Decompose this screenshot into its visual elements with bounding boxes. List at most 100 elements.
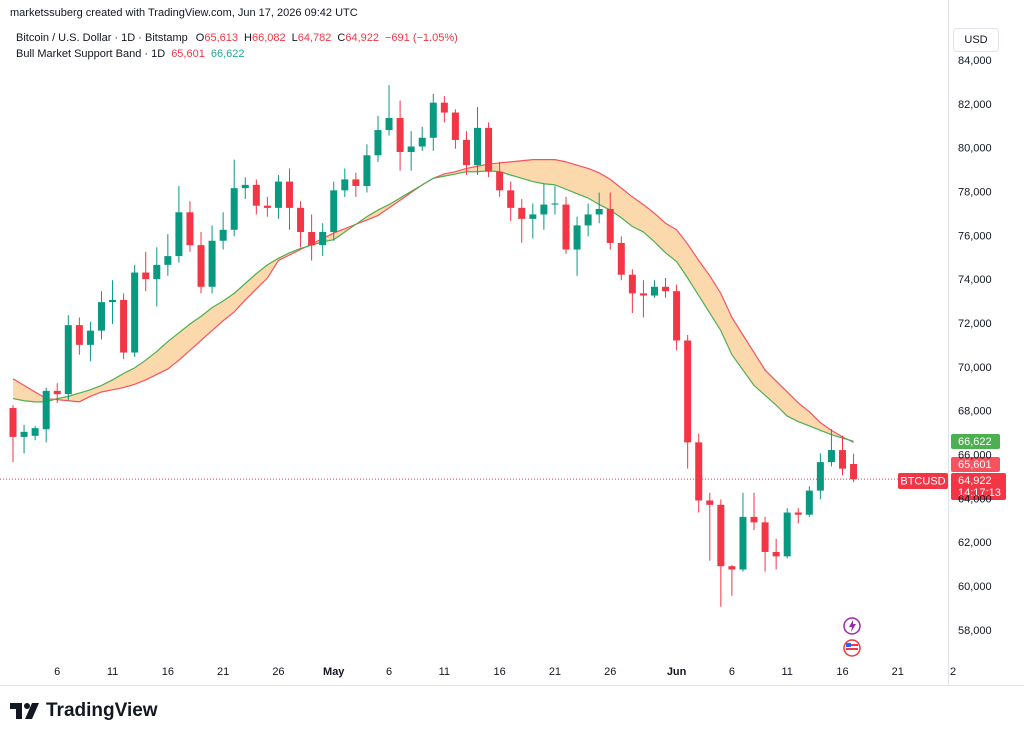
x-tick-label: 16 — [494, 666, 506, 678]
candle-body — [772, 551, 780, 557]
candle-body — [783, 512, 791, 557]
candle-body — [352, 179, 360, 186]
y-tick-label: 66,000 — [958, 449, 992, 461]
legend-main: Bitcoin / U.S. Dollar · 1D · Bitstamp O6… — [16, 32, 458, 44]
candle-body — [816, 462, 824, 491]
y-tick-label: 60,000 — [958, 581, 992, 593]
candle-body — [540, 204, 548, 215]
candle-body — [64, 325, 72, 395]
candle-body — [208, 240, 216, 287]
candle-body — [717, 504, 725, 567]
candle-body — [241, 184, 249, 189]
x-tick-label: 11 — [107, 666, 118, 678]
x-tick-label: 11 — [781, 666, 792, 678]
candle-body — [120, 299, 128, 353]
candle-body — [617, 242, 625, 275]
candle-body — [374, 130, 382, 156]
y-tick-label: 68,000 — [958, 406, 992, 418]
symbol: Bitcoin / U.S. Dollar · 1D · Bitstamp — [16, 32, 188, 44]
candle-body — [839, 450, 846, 469]
candle-body — [75, 325, 83, 345]
ticker: BTCUSD — [900, 475, 945, 487]
band-ema-value: 66,622 — [210, 48, 245, 60]
y-tick-label: 82,000 — [958, 99, 992, 111]
candle-body — [827, 450, 835, 463]
x-tick-label: 16 — [162, 666, 174, 678]
candle-body — [109, 299, 117, 303]
candle-body — [219, 229, 227, 241]
candle-body — [695, 442, 703, 501]
candle-body — [462, 139, 470, 166]
candle-body — [153, 264, 161, 280]
candle-body — [31, 428, 39, 436]
x-tick-label: 6 — [54, 666, 60, 678]
y-tick-label: 70,000 — [958, 362, 992, 374]
x-tick-label: 6 — [729, 666, 735, 678]
x-tick-label: May — [323, 666, 345, 678]
candle-body — [274, 181, 282, 208]
candle-body — [286, 181, 293, 208]
candle-body — [496, 171, 504, 191]
candle-body — [584, 214, 592, 226]
x-tick-label: 21 — [892, 666, 904, 678]
candle-body — [650, 286, 658, 296]
ohlc-key: O — [195, 32, 205, 44]
band-name: Bull Market Support Band · 1D — [16, 48, 166, 60]
ohlc-value: 64,782 — [297, 32, 332, 44]
candle-body — [639, 293, 647, 296]
x-tick-label: 21 — [217, 666, 229, 678]
band-label-box — [951, 434, 1000, 449]
candle-body — [850, 464, 858, 480]
x-tick-label: Jun — [667, 666, 687, 678]
candle-body — [341, 179, 349, 191]
ohlc-value: 65,613 — [204, 32, 238, 44]
candle-body — [485, 127, 493, 172]
header: marketssuberg created with TradingView.c… — [10, 7, 358, 19]
x-tick-label: 21 — [549, 666, 561, 678]
ohlc-key: L — [291, 32, 298, 44]
currency-button[interactable]: USD — [953, 28, 999, 52]
plot — [0, 85, 948, 607]
candle-body — [363, 155, 371, 186]
candle-body — [252, 184, 260, 206]
candle-body — [407, 146, 415, 152]
ohlc: O65,613 H66,082 L64,782 C64,922 −691 (−1.05%… — [188, 32, 458, 44]
ticker-box — [898, 473, 948, 489]
x-tick-label: 11 — [439, 666, 450, 678]
candle-body — [308, 231, 316, 246]
candle-body — [297, 207, 305, 232]
candle-body — [595, 208, 603, 215]
y-tick-label: 58,000 — [958, 625, 992, 637]
band-fill — [13, 159, 854, 443]
logo-text: TradingView — [46, 700, 158, 721]
candle-body — [131, 272, 139, 353]
ohlc-value: 66,082 — [251, 32, 286, 44]
candle-body — [440, 102, 448, 113]
candle-body — [186, 212, 194, 246]
candle-body — [739, 516, 747, 570]
candle-body — [385, 118, 393, 131]
x-tick-label: 26 — [604, 666, 616, 678]
candle-body — [662, 286, 670, 292]
ohlc-value: 64,922 — [345, 32, 379, 44]
countdown: 14:17:13 — [958, 487, 1001, 499]
candle-body — [20, 431, 28, 437]
candle-body — [230, 188, 238, 230]
candle-body — [451, 112, 459, 140]
candle-body — [750, 516, 758, 523]
x-tick-label: 16 — [836, 666, 848, 678]
candle-body — [42, 390, 50, 430]
event-icon — [843, 617, 861, 635]
y-tick-label: 72,000 — [958, 318, 992, 330]
ohlc-key: C — [337, 32, 346, 44]
y-tick-label: 64,000 — [958, 493, 992, 505]
y-tick-label: 84,000 — [958, 55, 992, 67]
y-tick-label: 80,000 — [958, 143, 992, 155]
band-line — [12, 159, 854, 443]
candle-body — [673, 291, 681, 341]
candle-body — [175, 212, 183, 257]
candle-body — [606, 208, 614, 243]
candle-body — [86, 330, 94, 345]
candle-body — [529, 214, 537, 219]
